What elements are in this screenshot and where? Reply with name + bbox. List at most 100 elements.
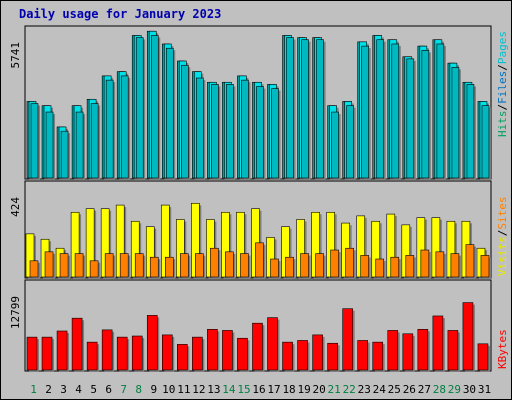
bar-sites-day-4 — [74, 253, 86, 279]
bar-kbytes-day-13 — [207, 329, 220, 372]
bar-sites-day-9-body — [149, 256, 159, 278]
bar-sites-day-17-body — [270, 258, 279, 278]
bar-kbytes-day-21 — [327, 342, 340, 372]
bar-sites-day-10 — [164, 256, 176, 279]
legend-bottom: KBytes — [496, 329, 509, 369]
bar-kbytes-day-28 — [432, 315, 445, 372]
bar-kbytes-day-12 — [192, 336, 205, 372]
bar-pages-day-23-body — [361, 45, 370, 179]
bar-sites-day-2 — [44, 251, 56, 279]
x-label-day-19: 19 — [297, 383, 310, 396]
bar-sites-day-12 — [195, 253, 206, 279]
bar-pages-day-15-body — [241, 79, 249, 179]
bar-sites-day-12-body — [195, 253, 204, 278]
x-label-day-9: 9 — [150, 383, 157, 396]
bar-kbytes-day-23-body — [357, 340, 369, 371]
bar-sites-day-10-body — [164, 256, 174, 278]
bar-sites-day-27 — [420, 249, 431, 279]
bar-sites-day-21 — [330, 249, 341, 279]
bar-kbytes-day-25 — [387, 330, 400, 372]
legend-middle: Visits/Sites — [496, 197, 509, 277]
chart-title: Daily usage for January 2023 — [19, 7, 222, 21]
bar-sites-day-15-body — [240, 253, 249, 278]
bar-pages-day-4-body — [75, 111, 84, 179]
bar-pages-day-13 — [211, 84, 221, 180]
bar-pages-day-7 — [120, 75, 131, 180]
bar-pages-day-12 — [196, 77, 206, 180]
bar-pages-day-18 — [286, 37, 296, 181]
bar-pages-day-22-body — [346, 105, 354, 179]
bar-sites-day-6 — [104, 253, 116, 279]
bar-kbytes-day-22 — [342, 308, 355, 372]
bar-pages-day-6-body — [105, 79, 114, 179]
bar-sites-day-20 — [315, 253, 326, 279]
x-label-day-24: 24 — [373, 383, 387, 396]
legend-top: Hits/Files/Pages — [496, 31, 509, 137]
bar-pages-day-14-body — [226, 84, 234, 179]
bar-kbytes-day-7-body — [116, 336, 128, 371]
bar-sites-day-22 — [345, 247, 356, 279]
bar-kbytes-day-1-body — [26, 336, 38, 371]
legend-bottom-part-0: KBytes — [496, 329, 509, 369]
bar-sites-day-24 — [375, 258, 386, 279]
x-label-day-17: 17 — [267, 383, 280, 396]
legend-middle-part-1: / — [496, 230, 509, 237]
bar-pages-day-5-body — [90, 103, 99, 179]
x-label-day-22: 22 — [343, 383, 356, 396]
bar-sites-day-13-body — [210, 247, 219, 278]
bar-kbytes-day-10 — [161, 334, 175, 372]
bar-pages-day-4 — [75, 111, 86, 180]
bar-kbytes-day-15-body — [237, 337, 248, 371]
bar-pages-day-23 — [361, 45, 371, 181]
bar-sites-day-26 — [405, 255, 416, 279]
bar-kbytes-day-17 — [267, 317, 280, 372]
bar-pages-day-24 — [376, 39, 386, 181]
bar-pages-day-20-body — [316, 39, 324, 179]
bar-pages-day-8-body — [135, 37, 144, 179]
x-label-day-27: 27 — [418, 383, 431, 396]
bar-kbytes-day-7 — [116, 336, 130, 372]
x-label-day-15: 15 — [237, 383, 250, 396]
bar-sites-day-31 — [480, 255, 491, 279]
bar-sites-day-21-body — [330, 249, 339, 278]
bar-kbytes-day-6 — [101, 329, 115, 372]
bar-kbytes-day-27 — [417, 329, 430, 372]
bar-kbytes-day-9-body — [146, 315, 158, 371]
x-label-day-16: 16 — [252, 383, 265, 396]
bar-pages-day-21-body — [331, 111, 339, 179]
bar-kbytes-day-30-body — [462, 302, 474, 371]
bar-pages-day-3-body — [60, 130, 69, 179]
bar-sites-day-25 — [390, 256, 401, 279]
x-label-day-21: 21 — [328, 383, 341, 396]
legend-top-part-2: Files — [496, 71, 509, 104]
bar-pages-day-1-body — [30, 103, 39, 179]
bar-pages-day-2-body — [45, 111, 54, 179]
bar-kbytes-day-20 — [312, 334, 325, 372]
bar-kbytes-day-28-body — [432, 315, 444, 371]
x-label-day-20: 20 — [313, 383, 326, 396]
bar-pages-day-28-body — [436, 43, 445, 179]
bar-sites-day-4-body — [74, 253, 84, 278]
x-label-day-10: 10 — [162, 383, 175, 396]
bar-kbytes-day-2 — [41, 336, 55, 372]
x-label-day-14: 14 — [222, 383, 236, 396]
bar-pages-day-18-body — [286, 37, 294, 179]
bar-pages-day-31 — [481, 105, 491, 180]
bar-sites-day-22-body — [345, 247, 354, 278]
bar-pages-day-25 — [391, 43, 401, 181]
bar-sites-day-18 — [285, 256, 296, 279]
bar-kbytes-day-6-body — [101, 329, 113, 371]
bar-kbytes-day-25-body — [387, 330, 399, 371]
bar-kbytes-day-30 — [462, 302, 475, 372]
x-label-day-23: 23 — [358, 383, 371, 396]
x-label-day-1: 1 — [30, 383, 37, 396]
bar-kbytes-day-11-body — [177, 344, 188, 371]
bar-pages-day-10-body — [165, 47, 174, 179]
x-label-day-30: 30 — [463, 383, 476, 396]
bar-kbytes-day-19-body — [297, 340, 308, 371]
bar-sites-day-15 — [240, 253, 251, 279]
bar-kbytes-day-31 — [477, 343, 490, 372]
bar-kbytes-day-26-body — [402, 333, 414, 371]
bar-sites-day-11 — [180, 253, 191, 279]
bar-sites-day-16-body — [255, 242, 264, 278]
